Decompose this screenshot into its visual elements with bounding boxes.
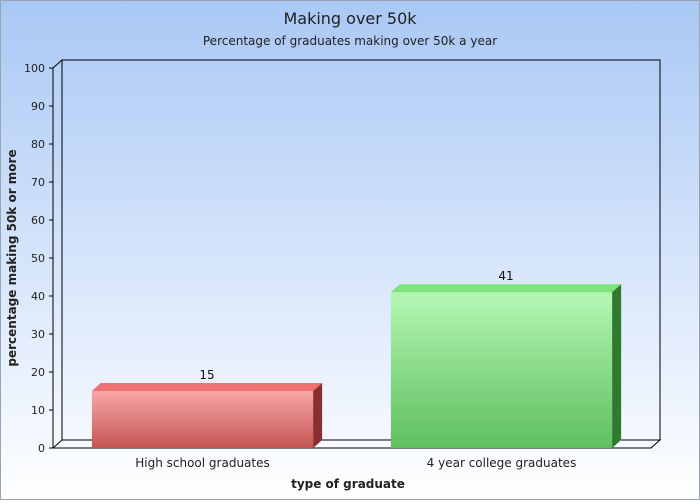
y-tick-label: 10	[31, 404, 45, 417]
bar-side	[313, 383, 323, 448]
y-tick-label: 20	[31, 366, 45, 379]
bar-data-label: 15	[199, 368, 214, 382]
bar-front	[390, 292, 613, 448]
bar-side	[612, 284, 622, 448]
x-tick-label: High school graduates	[135, 456, 270, 470]
bar-front	[91, 391, 314, 448]
plot-left-depth-top	[52, 59, 63, 69]
y-tick-label: 50	[31, 252, 45, 265]
y-tick-label: 90	[31, 100, 45, 113]
bar-0[interactable]	[91, 383, 323, 448]
x-tick-label: 4 year college graduates	[427, 456, 577, 470]
bar-data-label: 41	[498, 269, 513, 283]
y-tick-label: 30	[31, 328, 45, 341]
x-axis: High school graduates 4 year college grad…	[135, 456, 576, 470]
y-tick-label: 70	[31, 176, 45, 189]
y-tick-label: 0	[38, 442, 45, 455]
x-axis-label: type of graduate	[291, 477, 405, 491]
y-tick-label: 100	[24, 62, 45, 75]
y-tick-label: 60	[31, 214, 45, 227]
y-axis: 0 10 20 30 40 50 60 70 80 90 100	[24, 62, 53, 455]
y-tick-label: 40	[31, 290, 45, 303]
chart-subtitle: Percentage of graduates making over 50k …	[203, 34, 497, 48]
chart-title: Making over 50k	[283, 9, 417, 28]
y-axis-label: percentage making 50k or more	[5, 149, 19, 366]
bar-top	[390, 284, 622, 293]
bar-top	[91, 383, 323, 391]
bar-1[interactable]	[390, 284, 622, 448]
y-tick-label: 80	[31, 138, 45, 151]
